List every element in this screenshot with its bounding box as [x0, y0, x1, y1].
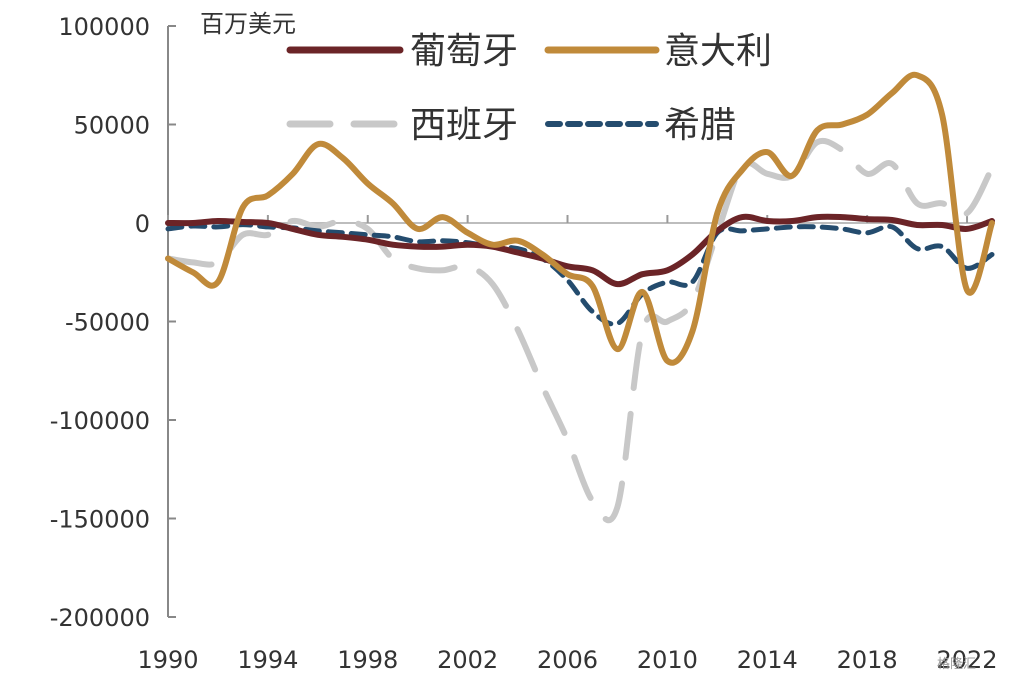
legend-label-spain: 西班牙 [410, 105, 518, 146]
x-tick-label: 2010 [637, 646, 698, 674]
y-tick-label: 50000 [74, 112, 150, 140]
series-line-spain [165, 137, 995, 524]
y-tick-label: -150000 [50, 506, 150, 534]
legend-label-portugal: 葡萄牙 [410, 31, 518, 72]
y-axis-unit-label: 百万美元 [200, 10, 296, 38]
x-tick-label: 2018 [837, 646, 898, 674]
x-tick-label: 1994 [237, 646, 298, 674]
plot-area [165, 71, 995, 524]
x-tick-label: 1990 [137, 646, 198, 674]
y-tick-label: 0 [135, 210, 150, 238]
legend-label-greece: 希腊 [664, 105, 736, 146]
series-line-greece [165, 222, 995, 327]
x-tick-label: 2014 [737, 646, 798, 674]
y-tick-label: 100000 [58, 13, 150, 41]
series-line-italy [165, 71, 995, 366]
legend-label-italy: 意大利 [664, 31, 772, 72]
x-tick-label: 2022 [936, 646, 997, 674]
series-line-portugal [165, 213, 995, 288]
x-tick-label: 2006 [537, 646, 598, 674]
watermark-text: 格隆汇 [937, 656, 976, 672]
axes: 100000 50000 0 -50000 -100000 -150000 -200000 1… [50, 13, 998, 674]
y-tick-label: -50000 [65, 309, 150, 337]
x-tick-label: 1998 [337, 646, 398, 674]
y-tick-label: -100000 [50, 407, 150, 435]
y-tick-label: -200000 [50, 604, 150, 632]
x-tick-label: 2002 [437, 646, 498, 674]
